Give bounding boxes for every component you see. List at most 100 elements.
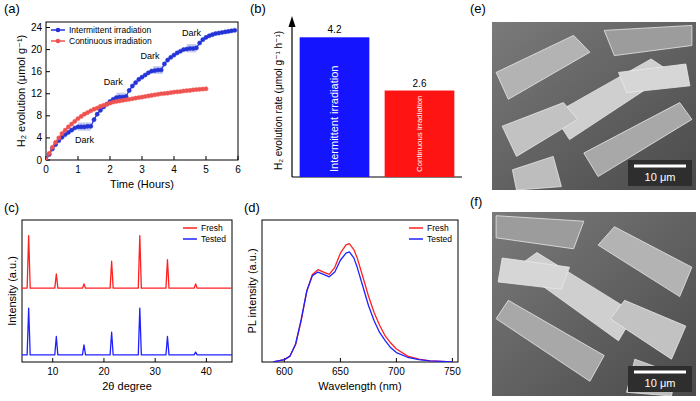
- scale-patch: [628, 160, 692, 186]
- annotation: Dark: [182, 28, 202, 38]
- plot-marks: [273, 244, 452, 362]
- y-tick: [46, 93, 50, 94]
- panel-label: (d): [244, 200, 260, 215]
- x-tick-label: 0: [43, 164, 49, 175]
- point: [127, 88, 131, 92]
- legend: Intermittent irradiationContinuous irrad…: [51, 25, 152, 46]
- crystal: [584, 103, 692, 177]
- x-tick: [206, 358, 207, 362]
- legend-swatch: [409, 227, 423, 229]
- crystal: [502, 103, 578, 157]
- x-tick: [103, 358, 104, 362]
- y-tick: [46, 49, 50, 50]
- annotation: Dark: [140, 51, 160, 61]
- y-tick: [46, 71, 50, 72]
- panel-1: H₂ evolution rate (μmol g⁻¹ h⁻¹)4.2Inter…: [273, 16, 462, 177]
- legend-label: Continuous irradiation: [69, 36, 152, 46]
- y-tick: [46, 27, 50, 28]
- panel-label: (a): [4, 1, 20, 16]
- point: [233, 28, 237, 32]
- legend-swatch: [56, 28, 61, 33]
- legend-label: Intermittent irradiation: [69, 25, 151, 35]
- image-content: [492, 22, 696, 190]
- y-axis-arrow: [289, 16, 296, 27]
- scale-label: 10 μm: [645, 377, 676, 389]
- x-axis-title: Time (Hours): [110, 178, 174, 190]
- y-tick-label: 4: [36, 132, 42, 143]
- point: [198, 41, 202, 45]
- plot-frame: [22, 220, 232, 362]
- point: [89, 124, 93, 128]
- point: [47, 151, 51, 155]
- crystal: [496, 35, 590, 99]
- point: [95, 112, 99, 116]
- x-tick-label: 6: [235, 164, 241, 175]
- plot-frame: [46, 22, 238, 160]
- panel-3: 600650700750Wavelength (nm)PL intensity …: [246, 220, 461, 392]
- dark-period: [153, 66, 163, 74]
- panel-2: 102030402θ degreeIntensity (a.u.)FreshTe…: [6, 220, 232, 392]
- x-tick-label: 650: [332, 366, 349, 377]
- y-tick: [46, 137, 50, 138]
- point: [60, 131, 64, 135]
- crystal: [619, 64, 690, 93]
- series-line: [22, 308, 232, 355]
- series-line: [273, 244, 452, 362]
- image-ground: [492, 212, 696, 396]
- panel-label: (f): [470, 194, 482, 209]
- y-tick-label: 8: [36, 110, 42, 121]
- crystal: [598, 227, 692, 297]
- plot-marks: [46, 28, 237, 160]
- series-line: [273, 252, 452, 362]
- crystal: [604, 25, 692, 55]
- panel-0: 012345604812162024Time (Hours)H₂ evoluti…: [15, 22, 241, 190]
- x-axis-title: Wavelength (nm): [318, 380, 401, 392]
- crystal: [498, 258, 569, 289]
- y-tick-label: 16: [31, 66, 43, 77]
- legend-label: Tested: [427, 234, 452, 244]
- x-tick-label: 4: [171, 164, 177, 175]
- panel-label: (b): [250, 1, 266, 16]
- x-tick-label: 700: [388, 366, 405, 377]
- x-tick: [155, 358, 156, 362]
- x-tick: [206, 156, 207, 160]
- y-axis: [291, 20, 292, 177]
- y-tick-label: 12: [31, 88, 43, 99]
- legend-swatch: [183, 238, 197, 240]
- point: [204, 87, 208, 91]
- x-tick-label: 30: [150, 366, 162, 377]
- x-tick-label: 10: [47, 366, 59, 377]
- x-tick-label: 750: [444, 366, 461, 377]
- x-axis-title: 2θ degree: [102, 380, 152, 392]
- data-label: 4.2: [328, 24, 342, 35]
- x-tick-label: 40: [201, 366, 213, 377]
- scale-bar: [634, 371, 686, 374]
- point: [162, 62, 166, 66]
- y-axis-title: H₂ evolution rate (μmol g⁻¹ h⁻¹): [273, 31, 284, 170]
- panel-label: (c): [4, 200, 19, 215]
- sem-image-0: 10 μm: [492, 22, 696, 190]
- y-axis-title: H₂ evolution (μmol g⁻¹): [15, 35, 27, 147]
- legend-label: Tested: [201, 234, 226, 244]
- image-ground: [492, 22, 696, 190]
- series-line: [46, 89, 206, 160]
- legend-swatch: [56, 39, 61, 44]
- image-content: [492, 212, 696, 396]
- x-tick: [52, 358, 53, 362]
- series-line: [46, 30, 235, 160]
- panel-label: (e): [470, 1, 486, 16]
- y-tick-label: 20: [31, 44, 43, 55]
- scale-label: 10 μm: [645, 171, 676, 183]
- y-axis-title: PL intensity (a.u.): [246, 248, 258, 333]
- x-tick-label: 1: [75, 164, 81, 175]
- plot-marks: [22, 236, 232, 355]
- legend: FreshTested: [409, 223, 452, 244]
- x-tick: [174, 156, 175, 160]
- point: [54, 140, 58, 144]
- bar: [385, 91, 455, 177]
- y-tick-label: 0: [36, 155, 42, 166]
- x-tick-label: 5: [203, 164, 209, 175]
- x-tick: [396, 358, 397, 362]
- legend-swatch: [409, 238, 423, 240]
- legend: FreshTested: [183, 223, 226, 244]
